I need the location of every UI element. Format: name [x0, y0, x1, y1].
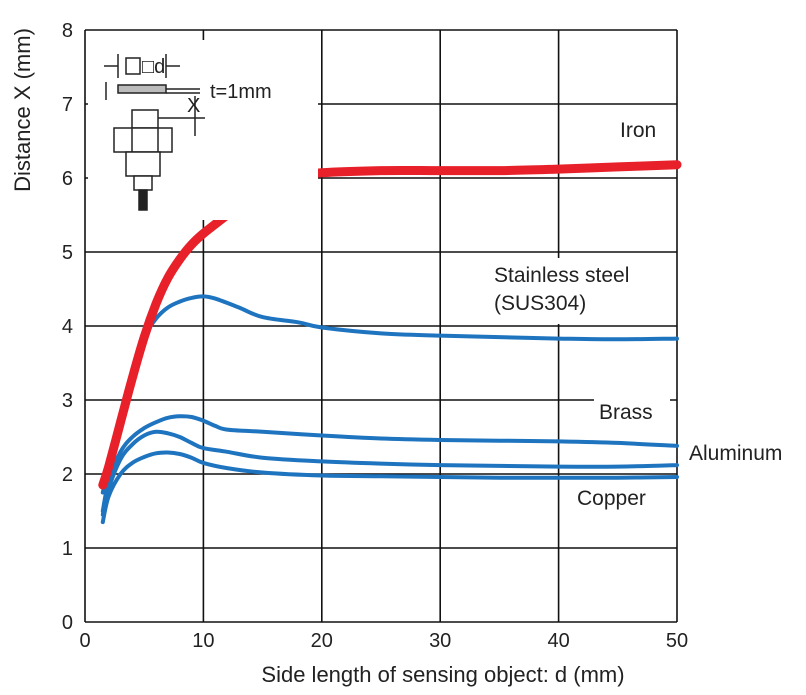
x-axis-title: Side length of sensing object: d (mm): [261, 662, 624, 687]
y-tick-label: 2: [62, 464, 73, 486]
label-mask: [594, 395, 670, 427]
series-label-aluminum: Aluminum: [689, 442, 782, 465]
y-tick-label: 1: [62, 538, 73, 560]
object-square-icon: [125, 57, 141, 75]
sensing-object-icon: [104, 54, 205, 136]
label-masks: [488, 112, 674, 514]
label-mask: [488, 258, 674, 324]
y-tick-label: 7: [62, 94, 73, 116]
tick-labels: 0 10 20 30 40 50 0 1 2 3 4 5 6 7 8: [62, 20, 688, 652]
object-size-label: □d: [142, 56, 165, 78]
series-line-brass: [100, 414, 679, 513]
series-line-copper: [100, 450, 679, 525]
series-label-copper: Copper: [577, 487, 646, 510]
y-tick-label: 8: [62, 20, 73, 42]
sensor-diagram: □d t=1mm X: [88, 40, 318, 220]
y-tick-label: 5: [62, 242, 73, 264]
x-tick-label: 30: [429, 630, 451, 652]
y-tick-label: 4: [62, 316, 73, 338]
distance-label: X: [187, 95, 200, 117]
y-tick-label: 6: [62, 168, 73, 190]
series-label-stainless-steel-sus304: (SUS304): [494, 292, 586, 315]
x-tick-label: 10: [192, 630, 214, 652]
y-axis-title: Distance X (mm): [10, 28, 35, 192]
series-label-iron: Iron: [620, 119, 656, 142]
proximity-sensor-icon: [113, 109, 173, 211]
x-tick-label: 0: [79, 630, 90, 652]
thickness-label: t=1mm: [210, 81, 272, 103]
label-mask: [612, 112, 668, 146]
y-tick-label: 3: [62, 390, 73, 412]
series-line-aluminum: [100, 429, 679, 517]
series-label-brass: Brass: [599, 401, 653, 424]
y-tick-label: 0: [62, 612, 73, 634]
series-label-stainless-steel-sus304: Stainless steel: [494, 264, 629, 287]
x-tick-label: 50: [666, 630, 688, 652]
x-tick-label: 40: [547, 630, 569, 652]
x-tick-label: 20: [311, 630, 333, 652]
label-mask: [570, 482, 670, 514]
series-labels: Iron Stainless steel (SUS304) Brass Aluminum…: [494, 119, 782, 510]
